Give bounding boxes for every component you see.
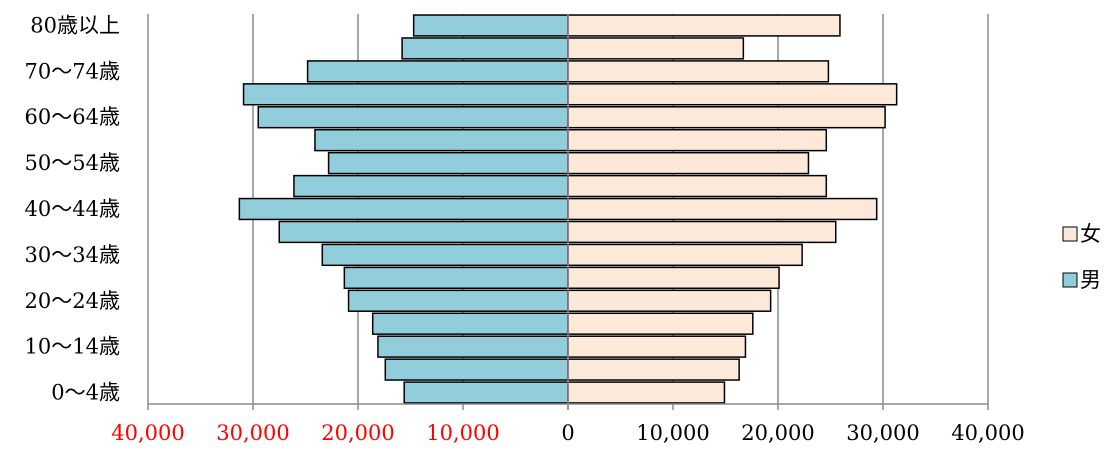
y-axis-labels: 0～4歳 10～14歳 20～24歳 30～34歳 40～44歳 50～54歳 60～64歳… [25, 13, 120, 404]
female-bar-1 [567, 358, 740, 381]
female-bar-15 [567, 37, 745, 60]
male-bar-16 [412, 14, 569, 37]
y-tick-label: 30～34歳 [25, 243, 120, 267]
female-bar-12 [567, 106, 886, 129]
x-tick-label: 10,000 [426, 421, 499, 445]
y-tick-label: 0～4歳 [51, 381, 120, 405]
x-tick-label: 20,000 [321, 421, 394, 445]
female-bar-5 [567, 266, 780, 290]
male-bar-2 [377, 335, 569, 358]
female-bar-4 [567, 289, 772, 312]
y-tick-label: 60～64歳 [25, 105, 120, 129]
male-bar-9 [293, 174, 569, 198]
female-bar-9 [567, 174, 828, 198]
female-bar-11 [567, 128, 828, 152]
female-bar-3 [567, 312, 754, 335]
female-bar-6 [567, 243, 803, 267]
female-bar-10 [567, 151, 810, 175]
y-tick-label: 50～54歳 [25, 151, 120, 175]
male-bar-13 [242, 83, 569, 106]
legend: 女男 [1062, 222, 1101, 292]
x-tick-label: 20,000 [741, 421, 814, 445]
male-bar-4 [347, 289, 569, 312]
axes [147, 14, 989, 410]
female-bar-7 [567, 220, 837, 244]
y-tick-label: 40～44歳 [25, 197, 120, 221]
x-tick-label: 40,000 [111, 421, 184, 445]
female-bar-16 [567, 14, 841, 37]
bars [238, 14, 898, 404]
y-tick-label: 70～74歳 [25, 59, 120, 83]
male-bar-3 [371, 312, 569, 335]
male-bar-0 [403, 381, 569, 404]
male-bar-1 [384, 358, 569, 381]
male-bar-7 [278, 220, 569, 244]
x-tick-label: 30,000 [216, 421, 289, 445]
male-bar-6 [321, 243, 569, 267]
male-bar-14 [306, 60, 569, 83]
male-bar-5 [343, 266, 569, 290]
female-bar-8 [567, 197, 878, 221]
x-axis-labels: 40,000 30,000 20,000 10,000 0 10,000 20,000 30,… [111, 421, 1024, 445]
y-tick-label: 10～14歳 [25, 335, 120, 359]
x-tick-label: 10,000 [636, 421, 709, 445]
legend-label-male: 男 [1080, 268, 1101, 292]
x-tick-label: 30,000 [846, 421, 919, 445]
female-bar-14 [567, 60, 830, 83]
legend-swatch-male [1062, 272, 1078, 288]
y-tick-label: 80歳以上 [30, 13, 120, 37]
male-bar-11 [314, 128, 569, 152]
y-tick-label: 20～24歳 [25, 289, 120, 313]
male-bar-8 [238, 197, 569, 221]
legend-swatch-female [1062, 226, 1078, 242]
female-bar-13 [567, 83, 898, 106]
x-tick-label: 40,000 [951, 421, 1024, 445]
male-bar-15 [401, 37, 569, 60]
female-bar-2 [567, 335, 747, 358]
male-bar-12 [257, 106, 569, 129]
x-tick-label: 0 [561, 421, 574, 445]
female-bar-0 [567, 381, 726, 404]
male-bar-10 [327, 151, 569, 175]
legend-label-female: 女 [1080, 222, 1101, 246]
